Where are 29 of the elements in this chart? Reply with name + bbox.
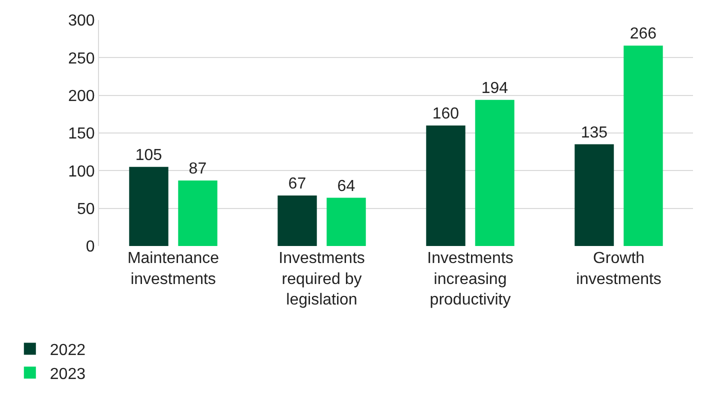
legend-label: 2022 [50,342,86,360]
data-label: 105 [135,146,162,164]
x-tick-label: Growth investments [576,250,662,288]
data-label: 194 [481,80,508,97]
y-tick-label: 0 [86,238,95,256]
y-tick-label: 100 [68,163,95,180]
y-tick-label: 250 [68,50,95,68]
bar [475,100,514,246]
bar [624,46,663,246]
x-tick-label: Maintenance investments [127,250,220,288]
bar [574,144,614,246]
bar [129,166,168,246]
legend-label: 2023 [50,366,86,383]
data-label: 160 [432,105,460,122]
data-label: 64 [337,178,356,195]
bar [178,180,218,246]
x-tick-label: Investments increasing productivity [427,250,514,309]
data-label: 87 [188,160,207,178]
bar [326,198,366,246]
bar [426,125,466,246]
bar [278,196,317,246]
y-tick-label: 200 [68,88,95,105]
y-tick-label: 300 [68,12,95,30]
data-label: 135 [580,124,608,142]
y-tick-label: 150 [68,126,95,143]
y-tick-label: 50 [77,200,95,218]
data-label: 67 [288,176,306,193]
data-label: 266 [630,26,657,43]
x-tick-label: Investments required by legislation [278,250,365,309]
